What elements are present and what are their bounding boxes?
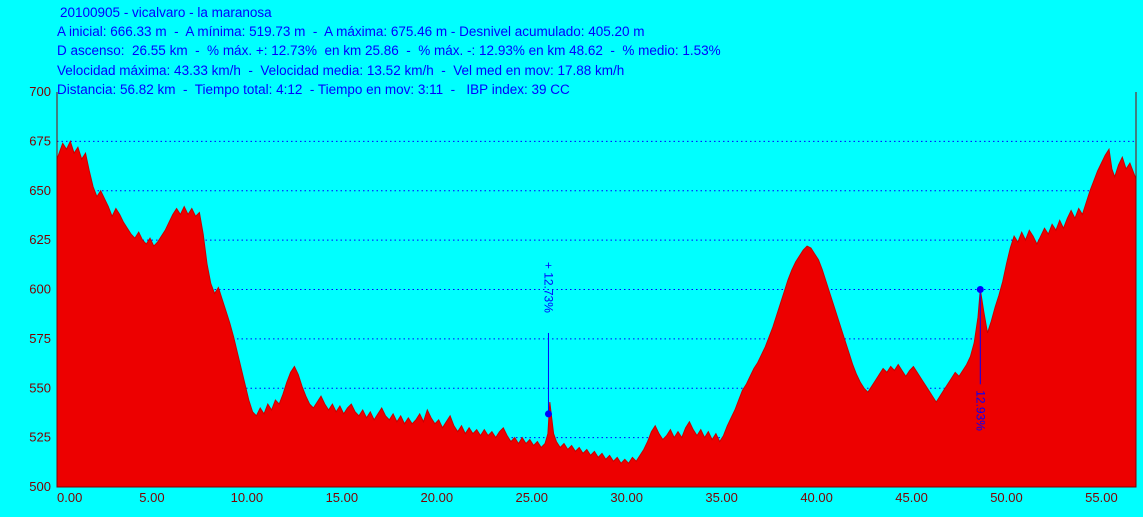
stats-slope-line: D ascenso: 26.55 km - % máx. +: 12.73% e… (57, 43, 721, 59)
y-tick-label: 650 (29, 183, 51, 198)
slope-annotation-label: 12.93% (973, 390, 987, 431)
x-tick-label: 50.00 (990, 490, 1023, 505)
stats-distance-line: Distancia: 56.82 km - Tiempo total: 4:12… (57, 81, 570, 97)
plot-border (56, 92, 1137, 488)
y-tick-label: 600 (29, 282, 51, 297)
x-tick-label: 30.00 (610, 490, 643, 505)
slope-annotation-dot (976, 286, 984, 293)
y-tick-label: 525 (29, 430, 51, 445)
x-tick-label: 40.00 (800, 490, 833, 505)
elevation-area (56, 140, 1137, 488)
y-tick-label: 575 (29, 331, 51, 346)
x-tick-label: 5.00 (139, 490, 164, 505)
y-tick-label: 500 (29, 479, 51, 494)
y-tick-label: 550 (29, 380, 51, 395)
x-tick-label: 35.00 (705, 490, 738, 505)
stats-speed-line: Velocidad máxima: 43.33 km/h - Velocidad… (57, 62, 625, 78)
slope-annotation-dot (544, 410, 552, 418)
stats-header: 20100905 - vicalvaro - la maranosa A ini… (57, 3, 721, 99)
track-title: 20100905 - vicalvaro - la maranosa (60, 5, 272, 20)
x-tick-label: 15.00 (326, 490, 359, 505)
x-tick-label: 45.00 (895, 490, 928, 505)
x-tick-label: 55.00 (1085, 490, 1118, 505)
y-tick-label: 700 (29, 84, 51, 99)
slope-annotation-label: + 12.73% (541, 262, 555, 313)
x-tick-label: 10.00 (231, 490, 264, 505)
y-tick-label: 625 (29, 232, 51, 247)
x-tick-label: 20.00 (421, 490, 454, 505)
x-tick-label: 25.00 (515, 490, 548, 505)
stats-altitude-line: A inicial: 666.33 m - A mínima: 519.73 m… (57, 24, 645, 40)
x-tick-label: 0.00 (57, 490, 82, 505)
y-tick-label: 675 (29, 133, 51, 148)
